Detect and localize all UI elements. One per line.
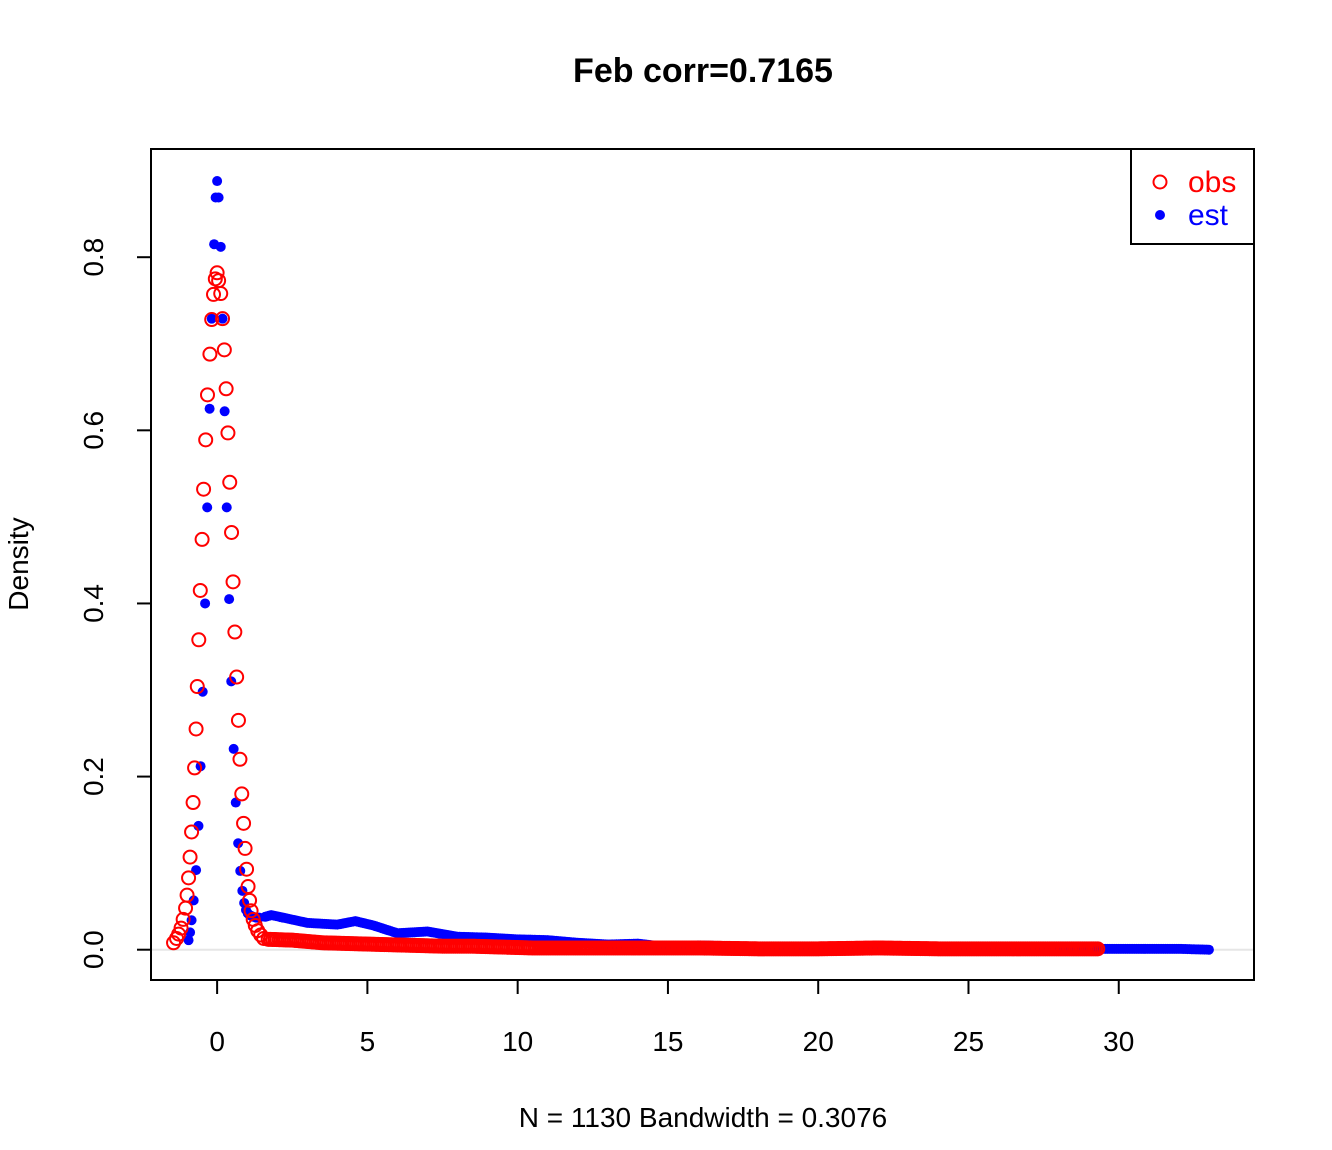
est-point (206, 313, 217, 324)
est-point (219, 406, 230, 417)
obs-point (229, 669, 245, 685)
obs-point (200, 387, 216, 403)
obs-point (224, 524, 240, 540)
x-tick-label: 20 (803, 1026, 834, 1057)
obs-point (227, 624, 243, 640)
obs-point (215, 311, 231, 327)
obs-point (187, 760, 203, 776)
est-point (183, 935, 194, 946)
x-tick-label: 15 (652, 1026, 683, 1057)
obs-point (236, 815, 252, 831)
x-tick-label: 10 (502, 1026, 533, 1057)
plot-points (166, 176, 1214, 957)
obs-point (243, 903, 259, 919)
x-tick-label: 25 (953, 1026, 984, 1057)
obs-point (218, 381, 234, 397)
obs-point (188, 721, 204, 737)
obs-point (222, 474, 238, 490)
x-tick-label: 30 (1103, 1026, 1134, 1057)
y-tick-label: 0.6 (78, 411, 109, 450)
est-point (202, 502, 213, 513)
est-point (213, 192, 224, 203)
obs-point (184, 824, 200, 840)
obs-point (225, 574, 241, 590)
obs-point (198, 432, 214, 448)
series-est (183, 176, 1214, 955)
chart-title: Feb corr=0.7165 (573, 52, 833, 90)
obs-point (189, 679, 205, 695)
est-point (217, 313, 228, 324)
obs-point (192, 582, 208, 598)
obs-point (242, 892, 258, 908)
obs-point (173, 920, 189, 936)
legend-box (1130, 148, 1255, 245)
est-point (228, 743, 239, 754)
series-obs (166, 265, 1106, 957)
legend-label-est: est (1188, 199, 1229, 232)
obs-point (1090, 941, 1106, 957)
obs-point (230, 712, 246, 728)
obs-point (179, 887, 195, 903)
x-axis: 0 5 10 15 20 25 30 (209, 979, 1134, 1057)
x-axis-label: N = 1130 Bandwidth = 0.3076 (519, 1102, 887, 1133)
obs-point (213, 286, 229, 302)
obs-point (194, 531, 210, 547)
legend-marker-obs (1152, 174, 1168, 190)
y-axis-label: Density (3, 517, 34, 610)
obs-point (237, 840, 253, 856)
est-point (204, 403, 215, 414)
obs-point (185, 795, 201, 811)
obs-point (182, 849, 198, 865)
obs-point (239, 861, 255, 877)
plot-frame (150, 148, 1255, 981)
obs-point (206, 286, 222, 302)
obs-point (240, 879, 256, 895)
y-tick-label: 0.8 (78, 238, 109, 277)
est-point (1203, 944, 1214, 955)
obs-point (216, 342, 232, 358)
legend-marker-est (1155, 210, 1165, 220)
obs-point (175, 911, 191, 927)
y-tick-label: 0.0 (78, 930, 109, 969)
est-point (221, 502, 232, 513)
obs-point (232, 751, 248, 767)
obs-point (234, 786, 250, 802)
x-tick-label: 5 (360, 1026, 376, 1057)
est-point (233, 838, 244, 849)
y-axis: 0.0 0.2 0.4 0.6 0.8 (78, 238, 152, 969)
obs-point (191, 632, 207, 648)
est-point (200, 598, 211, 609)
est-point (188, 895, 199, 906)
est-point (215, 241, 226, 252)
obs-point (202, 346, 218, 362)
y-tick-label: 0.2 (78, 757, 109, 796)
legend-label-obs: obs (1188, 166, 1236, 199)
obs-point (204, 312, 220, 328)
obs-point (196, 481, 212, 497)
y-tick-label: 0.4 (78, 584, 109, 623)
obs-point (181, 870, 197, 886)
est-point (212, 176, 223, 187)
x-tick-label: 0 (209, 1026, 225, 1057)
obs-point (220, 425, 236, 441)
obs-point (209, 265, 225, 281)
est-point (224, 594, 235, 605)
